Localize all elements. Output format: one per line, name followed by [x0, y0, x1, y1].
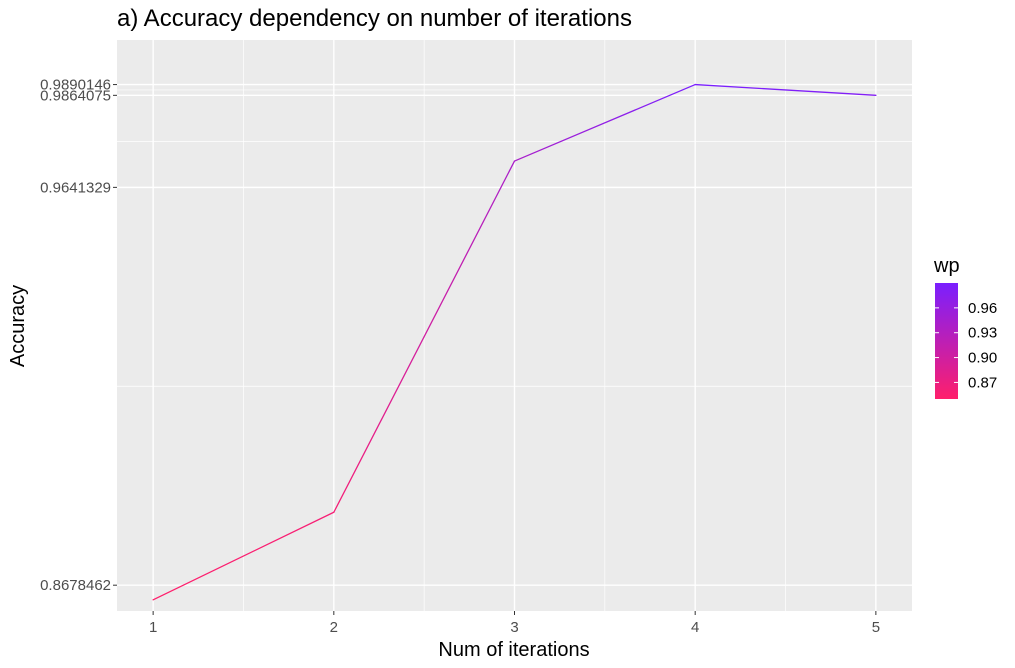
legend-label: 0.96 — [968, 300, 997, 317]
line-segment — [152, 511, 335, 601]
series-line — [152, 83, 877, 601]
legend-label: 0.90 — [968, 350, 997, 367]
x-axis: 1 2 3 4 5 — [149, 611, 880, 636]
y-tick-label: 0.9890146 — [40, 77, 111, 94]
y-tick-label: 0.9864075 — [40, 87, 111, 104]
major-grid — [117, 40, 912, 611]
line-segment — [333, 160, 516, 513]
y-tick-label: 0.8678462 — [40, 577, 111, 594]
legend-title: wp — [933, 255, 960, 277]
chart-title: a) Accuracy dependency on number of iter… — [117, 5, 632, 32]
line-segment — [694, 83, 877, 96]
x-tick-label: 3 — [510, 619, 518, 636]
legend-label: 0.87 — [968, 374, 997, 391]
color-legend: wp 0.96 0.93 0.90 0.87 — [933, 255, 997, 399]
line-segment — [513, 83, 696, 162]
y-axis-title: Accuracy — [7, 285, 29, 367]
x-tick-label: 4 — [691, 619, 699, 636]
legend-colorbar — [935, 283, 958, 399]
legend-label: 0.93 — [968, 325, 997, 342]
x-tick-label: 2 — [330, 619, 338, 636]
x-tick-label: 5 — [872, 619, 880, 636]
x-tick-label: 1 — [149, 619, 157, 636]
x-axis-title: Num of iterations — [438, 639, 589, 661]
y-tick-label: 0.9641329 — [40, 179, 111, 196]
legend-ticks: 0.96 0.93 0.90 0.87 — [935, 300, 997, 391]
